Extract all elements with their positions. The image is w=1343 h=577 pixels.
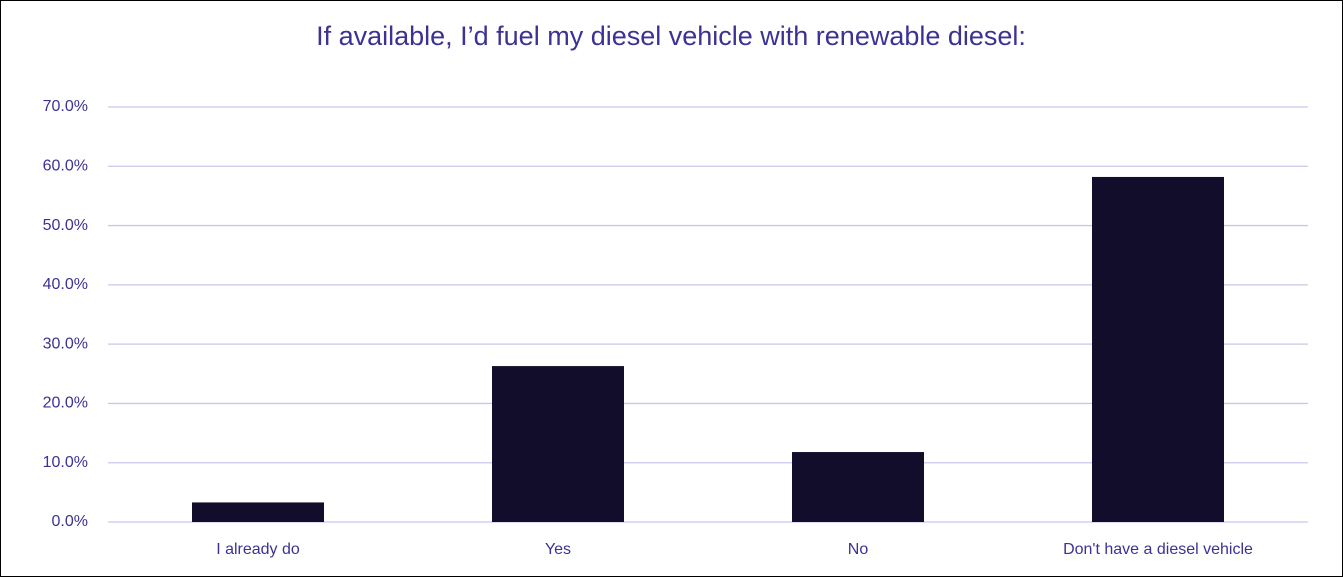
y-tick-label: 10.0% [43, 454, 88, 471]
bar [492, 366, 624, 522]
x-tick-label: Don't have a diesel vehicle [1063, 541, 1253, 558]
chart-title: If available, I’d fuel my diesel vehicle… [316, 21, 1026, 51]
bar [792, 452, 924, 522]
y-tick-label: 40.0% [43, 276, 88, 293]
x-tick-label: I already do [216, 541, 300, 558]
y-tick-label: 70.0% [43, 98, 88, 115]
y-tick-label: 30.0% [43, 335, 88, 352]
y-tick-label: 0.0% [52, 513, 88, 530]
y-tick-label: 50.0% [43, 217, 88, 234]
x-tick-label: Yes [545, 541, 571, 558]
x-tick-label: No [848, 541, 869, 558]
bar [192, 502, 324, 522]
bar [1092, 176, 1224, 522]
y-tick-label: 60.0% [43, 158, 88, 175]
y-tick-label: 20.0% [43, 395, 88, 412]
